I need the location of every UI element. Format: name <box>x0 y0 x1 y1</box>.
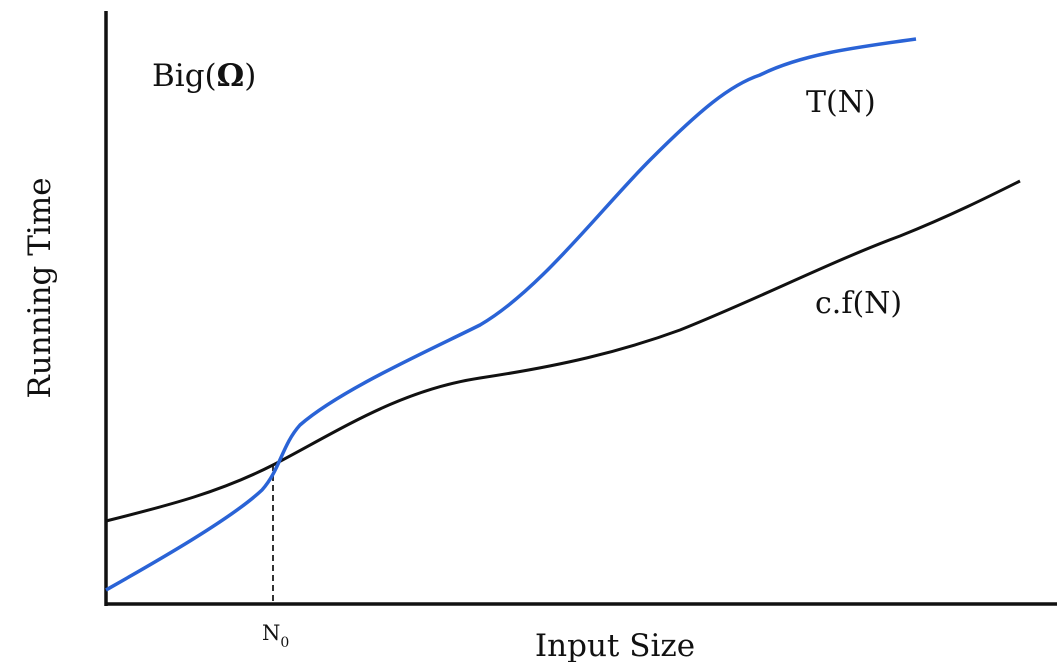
title-prefix: Big( <box>152 58 217 94</box>
label-cf-n: c.f(N) <box>815 286 902 321</box>
n0-base: N <box>262 621 280 645</box>
curve-t-n <box>105 37 917 592</box>
n0-label: N0 <box>262 621 289 651</box>
title-suffix: ) <box>244 58 256 94</box>
curve-cf-n <box>105 179 1021 523</box>
label-t-n: T(N) <box>806 85 876 120</box>
x-axis-label: Input Size <box>535 628 695 662</box>
diagram-title: Big(Ω) <box>152 58 256 94</box>
omega-symbol: Ω <box>217 58 245 94</box>
n0-subscript: 0 <box>280 635 289 651</box>
y-axis-label: Running Time <box>22 177 58 398</box>
